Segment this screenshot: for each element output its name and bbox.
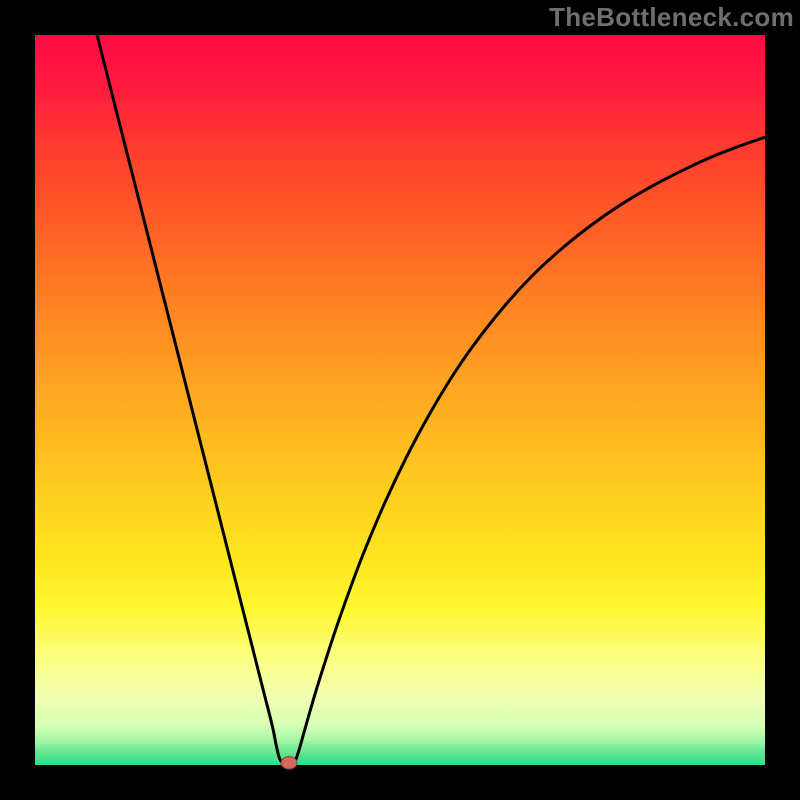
- optimal-point-marker: [281, 757, 297, 769]
- gradient-background: [35, 35, 765, 765]
- watermark-text: TheBottleneck.com: [549, 2, 794, 33]
- bottleneck-chart: [0, 0, 800, 800]
- chart-frame: TheBottleneck.com: [0, 0, 800, 800]
